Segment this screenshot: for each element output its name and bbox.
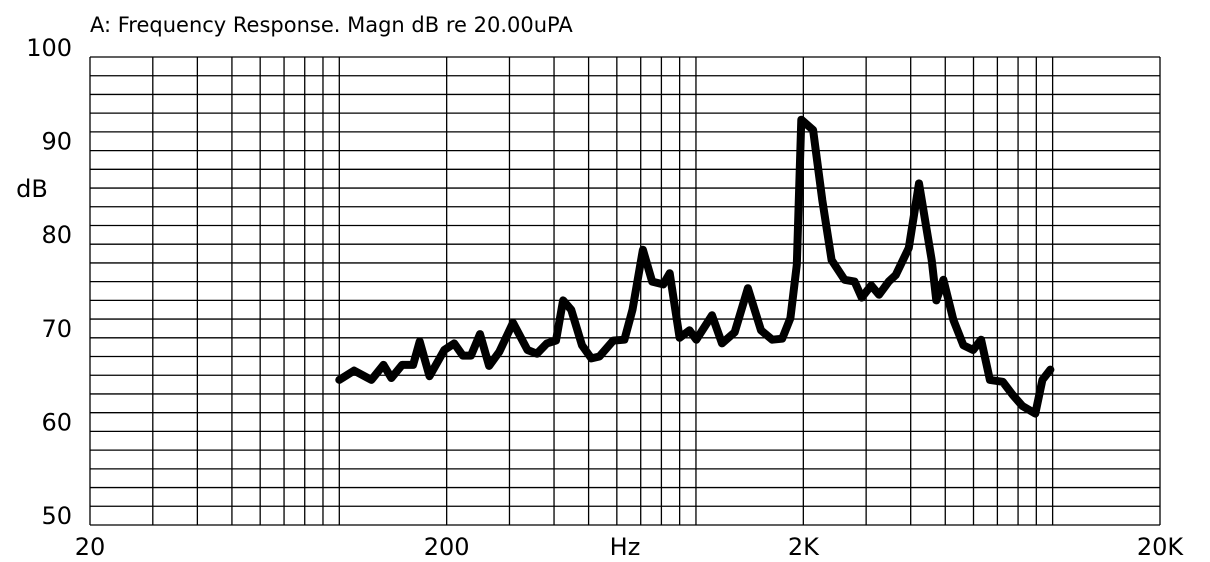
y-tick-label: 70: [41, 315, 72, 343]
y-tick-label: 60: [41, 408, 72, 436]
chart-title: A: Frequency Response. Magn dB re 20.00u…: [90, 13, 573, 37]
x-tick-label: 20K: [1137, 533, 1185, 561]
y-tick-label: 80: [41, 221, 72, 249]
y-tick-label: 50: [41, 502, 72, 530]
x-tick-label: 200: [424, 533, 470, 561]
y-axis-label: dB: [16, 175, 48, 203]
y-tick-label: 100: [26, 34, 72, 62]
x-tick-label: 2K: [788, 533, 820, 561]
y-tick-label: 90: [41, 128, 72, 156]
x-tick-label: 20: [75, 533, 106, 561]
x-axis-label: Hz: [610, 533, 641, 561]
data-line: [335, 115, 1055, 418]
